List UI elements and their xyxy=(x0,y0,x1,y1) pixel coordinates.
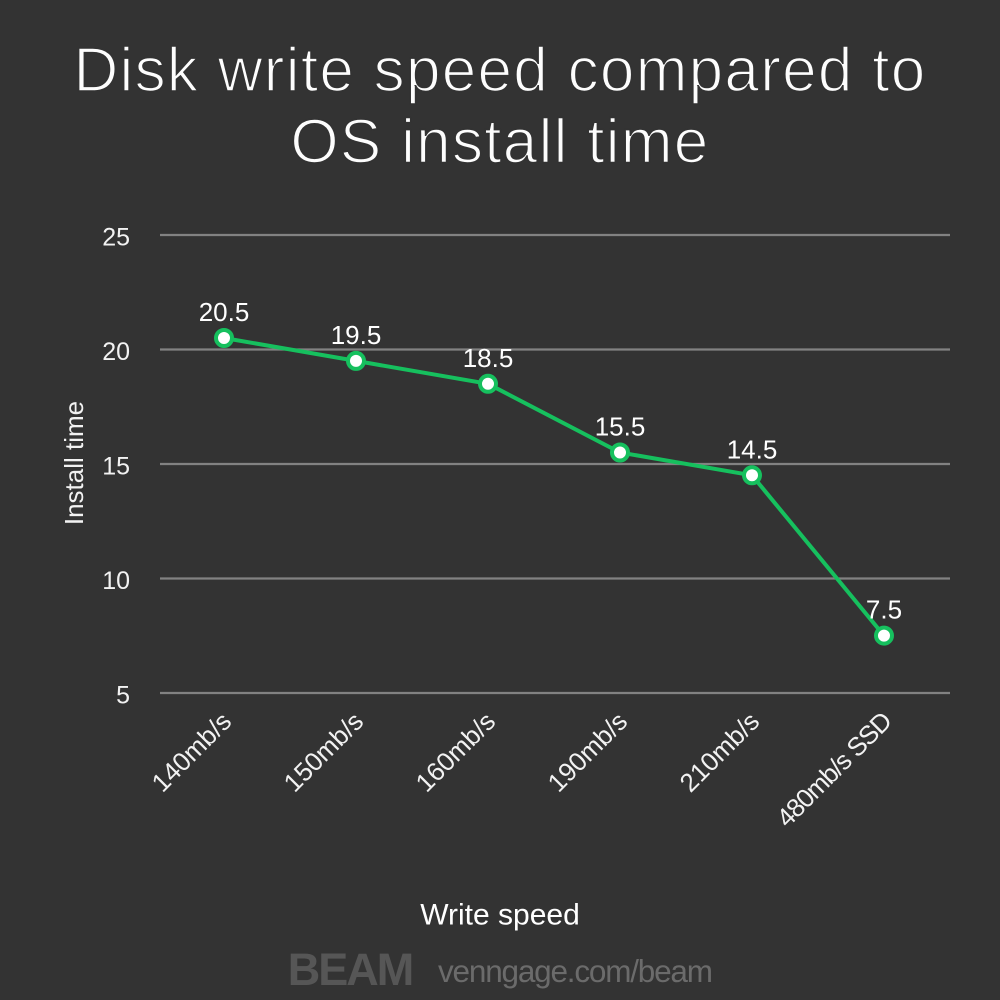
svg-text:15.5: 15.5 xyxy=(595,412,646,442)
svg-text:10: 10 xyxy=(102,567,130,595)
svg-text:OS install time: OS install time xyxy=(290,108,709,177)
svg-text:venngage.com/beam: venngage.com/beam xyxy=(438,953,712,989)
svg-text:Install time: Install time xyxy=(59,401,89,525)
svg-text:18.5: 18.5 xyxy=(463,343,514,373)
svg-text:Disk write speed compared to: Disk write speed compared to xyxy=(73,36,926,105)
svg-text:15: 15 xyxy=(102,453,130,481)
svg-text:5: 5 xyxy=(116,682,130,710)
svg-text:20.5: 20.5 xyxy=(199,297,250,327)
svg-text:14.5: 14.5 xyxy=(727,434,778,464)
svg-text:BEAM: BEAM xyxy=(288,944,413,995)
svg-text:20: 20 xyxy=(102,338,130,366)
svg-text:25: 25 xyxy=(102,224,130,252)
svg-text:Write speed: Write speed xyxy=(420,899,580,932)
svg-text:19.5: 19.5 xyxy=(331,320,382,350)
svg-text:7.5: 7.5 xyxy=(866,595,902,625)
